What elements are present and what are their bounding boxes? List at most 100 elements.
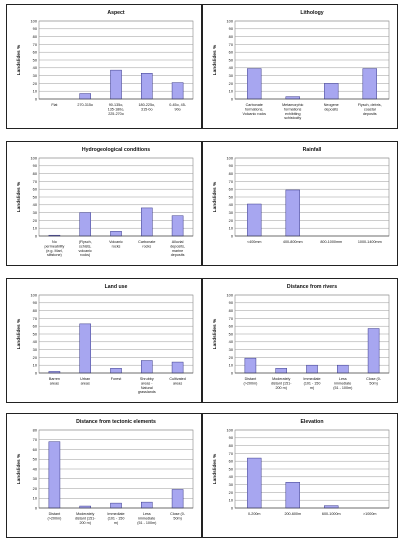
- bar: [79, 323, 91, 374]
- x-tick-label: No permeability (e.g. Marl, siltstone): [44, 240, 64, 257]
- y-tick-label: 40: [33, 466, 38, 471]
- x-tick-label: Less immediate (51 - 100m): [137, 512, 156, 525]
- chart-panel: Lithology 0 10 20 30 40 50 60 70 80 90 100 Landslide…: [202, 4, 398, 129]
- bar: [275, 368, 287, 374]
- chart-title: Hydrogeological conditions: [82, 147, 150, 153]
- x-tick-label: Neogene deposits: [324, 103, 339, 111]
- chart-title: Aspect: [107, 10, 125, 16]
- bar: [285, 96, 300, 100]
- y-tick-label: 50: [33, 194, 38, 199]
- y-tick-label: 60: [33, 324, 38, 329]
- y-tick-label: 20: [229, 355, 234, 360]
- x-tick-label: 1000-1400mm: [358, 240, 382, 244]
- y-tick-label: 40: [229, 202, 234, 207]
- y-tick-label: 0: [35, 96, 38, 101]
- chart-title: Elevation: [300, 419, 323, 425]
- x-tick-label: Moderately distant (151-200 m): [75, 512, 96, 525]
- y-axis-label: Landslides %: [212, 453, 218, 484]
- chart-svg: Distance from tectonic elements 0 10 20 30 40…: [16, 419, 194, 525]
- y-tick-label: 20: [229, 81, 234, 86]
- chart-svg: Land use 0 10 20 30 40 50 60 70 80 90 100 Landslides…: [16, 284, 194, 394]
- y-tick-label: 10: [229, 226, 234, 231]
- y-axis-label: Landslides %: [16, 453, 22, 484]
- chart-panel: Hydrogeological conditions 0 10 20 30 40 50 60 7…: [6, 141, 202, 266]
- x-tick-label: Distant (>200m): [47, 512, 61, 520]
- y-tick-label: 90: [229, 163, 234, 168]
- y-tick-label: 30: [229, 73, 234, 78]
- y-tick-label: 60: [33, 187, 38, 192]
- bar: [110, 368, 122, 374]
- y-tick-label: 60: [229, 324, 234, 329]
- y-tick-label: 40: [33, 339, 38, 344]
- y-tick-label: 80: [33, 171, 38, 176]
- x-tick-label: Carbonate rocks: [138, 240, 155, 248]
- y-tick-label: 60: [229, 187, 234, 192]
- x-tick-label: 180-225o, 315-0o: [138, 103, 155, 111]
- y-tick-label: 30: [33, 73, 38, 78]
- y-tick-label: 30: [33, 210, 38, 215]
- bar: [306, 364, 318, 374]
- y-tick-label: 80: [33, 427, 38, 432]
- chart-panel: Land use 0 10 20 30 40 50 60 70 80 90 100 Landslides…: [6, 278, 202, 403]
- y-tick-label: 80: [33, 34, 38, 39]
- y-tick-label: 10: [229, 89, 234, 94]
- y-tick-label: 30: [33, 476, 38, 481]
- x-tick-label: 200-600m: [284, 512, 301, 516]
- chart-svg: Lithology 0 10 20 30 40 50 60 70 80 90 100 Landslide…: [212, 10, 390, 120]
- y-tick-label: 10: [33, 496, 38, 501]
- y-tick-label: 90: [33, 300, 38, 305]
- chart-svg: Distance from rivers 0 10 20 30 40 50 60 70 80 90 1…: [212, 284, 390, 390]
- bar: [141, 360, 153, 374]
- y-tick-label: 60: [33, 50, 38, 55]
- x-tick-label: Close (0-50m): [366, 377, 382, 385]
- x-tick-label: Carbonate formations, Volcanic rocks: [242, 103, 266, 116]
- y-tick-label: 100: [31, 292, 38, 297]
- chart-title: Distance from tectonic elements: [76, 419, 156, 425]
- bar: [367, 328, 380, 374]
- y-tick-label: 0: [231, 96, 234, 101]
- bar: [79, 212, 91, 237]
- y-tick-label: 70: [229, 42, 234, 47]
- x-tick-label: 270-315o: [77, 103, 93, 107]
- bar: [285, 189, 300, 237]
- x-tick-label: Barren areas: [49, 377, 60, 385]
- y-tick-label: 20: [33, 218, 38, 223]
- bar: [110, 502, 122, 509]
- y-tick-label: 70: [33, 42, 38, 47]
- y-tick-label: 100: [31, 155, 38, 160]
- chart-title: Distance from rivers: [287, 284, 337, 290]
- chart-svg: Elevation 0 10 20 30 40 50 60 70 80 90 100 Landslide…: [212, 419, 390, 516]
- y-axis-label: Landslides %: [16, 181, 22, 212]
- x-tick-label: 0-45o, 45-90o: [169, 103, 187, 111]
- y-tick-label: 30: [229, 482, 234, 487]
- x-tick-label: >1000m: [363, 512, 376, 516]
- x-tick-label: Distant (>200m): [243, 377, 257, 385]
- y-tick-label: 90: [229, 435, 234, 440]
- y-tick-label: 70: [229, 179, 234, 184]
- chart-panel: Distance from rivers 0 10 20 30 40 50 60 70 80 90 1…: [202, 278, 398, 403]
- chart-panel: Rainfall 0 10 20 30 40 50 60 70 80 90 100 Landslides…: [202, 141, 398, 266]
- y-tick-label: 80: [229, 443, 234, 448]
- bar: [141, 207, 153, 237]
- chart-panel: Distance from tectonic elements 0 10 20 30 40…: [6, 413, 202, 538]
- y-tick-label: 40: [229, 339, 234, 344]
- bar: [48, 441, 61, 509]
- bar: [171, 82, 184, 100]
- x-tick-label: 90-135o, 135-180o, 225-270o: [108, 103, 125, 116]
- y-tick-label: 70: [33, 179, 38, 184]
- bar: [141, 73, 153, 100]
- y-tick-label: 100: [227, 18, 234, 23]
- x-tick-label: Flat: [51, 103, 57, 107]
- y-tick-label: 20: [229, 218, 234, 223]
- y-tick-label: 70: [229, 451, 234, 456]
- chart-svg: Hydrogeological conditions 0 10 20 30 40 50 60 7…: [16, 147, 194, 257]
- y-tick-label: 0: [231, 505, 234, 510]
- y-axis-label: Landslides %: [16, 318, 22, 349]
- y-tick-label: 10: [33, 363, 38, 368]
- x-tick-label: Immediate (101 - 150 m): [303, 377, 320, 390]
- chart-svg: Rainfall 0 10 20 30 40 50 60 70 80 90 100 Landslides…: [212, 147, 390, 244]
- x-tick-label: Alluvial deposits, marine deposits: [170, 240, 185, 257]
- bar: [285, 482, 300, 509]
- bar: [110, 231, 122, 237]
